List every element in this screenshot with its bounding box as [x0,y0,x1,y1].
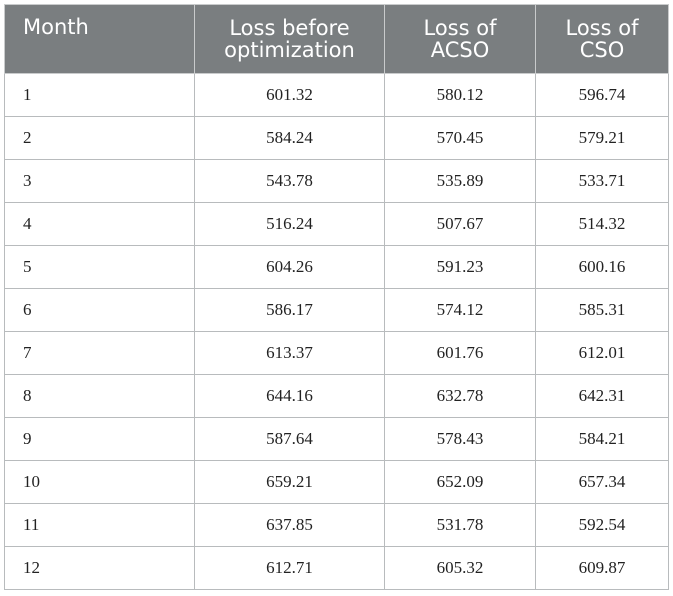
loss-cso-cell: 585.31 [535,288,669,332]
table-row: 2 584.24 570.45 579.21 [4,116,669,160]
table-body: 1 601.32 580.12 596.74 2 584.24 570.45 579.21 3 5… [4,73,669,590]
month-cell: 10 [4,460,195,504]
month-cell: 8 [4,374,195,418]
table-row: 7 613.37 601.76 612.01 [4,331,669,375]
loss-before-cell: 516.24 [194,202,385,246]
loss-cso-cell: 579.21 [535,116,669,160]
table-row: 6 586.17 574.12 585.31 [4,288,669,332]
month-cell: 11 [4,503,195,547]
table-row: 12 612.71 605.32 609.87 [4,546,669,590]
table-row: 1 601.32 580.12 596.74 [4,73,669,117]
month-cell: 12 [4,546,195,590]
month-cell: 1 [4,73,195,117]
header-loss-of-acso: Loss of ACSO [384,4,536,74]
month-cell: 2 [4,116,195,160]
table-row: 3 543.78 535.89 533.71 [4,159,669,203]
loss-acso-cell: 578.43 [384,417,536,461]
loss-before-cell: 604.26 [194,245,385,289]
loss-cso-cell: 609.87 [535,546,669,590]
table-row: 10 659.21 652.09 657.34 [4,460,669,504]
loss-before-cell: 584.24 [194,116,385,160]
loss-before-cell: 613.37 [194,331,385,375]
loss-acso-cell: 652.09 [384,460,536,504]
loss-before-cell: 637.85 [194,503,385,547]
loss-cso-cell: 533.71 [535,159,669,203]
loss-before-cell: 601.32 [194,73,385,117]
loss-acso-cell: 531.78 [384,503,536,547]
loss-acso-cell: 580.12 [384,73,536,117]
loss-cso-cell: 596.74 [535,73,669,117]
loss-acso-cell: 601.76 [384,331,536,375]
header-row: Month Loss before optimization Loss of A… [4,4,669,74]
header-month: Month [4,4,195,74]
month-cell: 7 [4,331,195,375]
loss-acso-cell: 507.67 [384,202,536,246]
table-row: 5 604.26 591.23 600.16 [4,245,669,289]
header-loss-before-optimization: Loss before optimization [194,4,385,74]
header-loss-of-cso: Loss of CSO [535,4,669,74]
month-cell: 6 [4,288,195,332]
loss-acso-cell: 632.78 [384,374,536,418]
month-cell: 4 [4,202,195,246]
loss-before-cell: 587.64 [194,417,385,461]
loss-before-cell: 644.16 [194,374,385,418]
loss-cso-cell: 642.31 [535,374,669,418]
month-cell: 9 [4,417,195,461]
loss-cso-cell: 612.01 [535,331,669,375]
loss-table-container: Month Loss before optimization Loss of A… [4,4,669,590]
table-header: Month Loss before optimization Loss of A… [4,4,669,74]
loss-before-cell: 659.21 [194,460,385,504]
table-row: 4 516.24 507.67 514.32 [4,202,669,246]
loss-acso-cell: 605.32 [384,546,536,590]
loss-before-cell: 543.78 [194,159,385,203]
loss-acso-cell: 570.45 [384,116,536,160]
table-row: 8 644.16 632.78 642.31 [4,374,669,418]
loss-cso-cell: 514.32 [535,202,669,246]
loss-acso-cell: 591.23 [384,245,536,289]
loss-cso-cell: 657.34 [535,460,669,504]
loss-cso-cell: 592.54 [535,503,669,547]
loss-cso-cell: 584.21 [535,417,669,461]
loss-acso-cell: 535.89 [384,159,536,203]
loss-before-cell: 612.71 [194,546,385,590]
loss-comparison-table: Month Loss before optimization Loss of A… [4,4,669,590]
loss-acso-cell: 574.12 [384,288,536,332]
table-row: 11 637.85 531.78 592.54 [4,503,669,547]
month-cell: 5 [4,245,195,289]
table-row: 9 587.64 578.43 584.21 [4,417,669,461]
month-cell: 3 [4,159,195,203]
loss-before-cell: 586.17 [194,288,385,332]
loss-cso-cell: 600.16 [535,245,669,289]
